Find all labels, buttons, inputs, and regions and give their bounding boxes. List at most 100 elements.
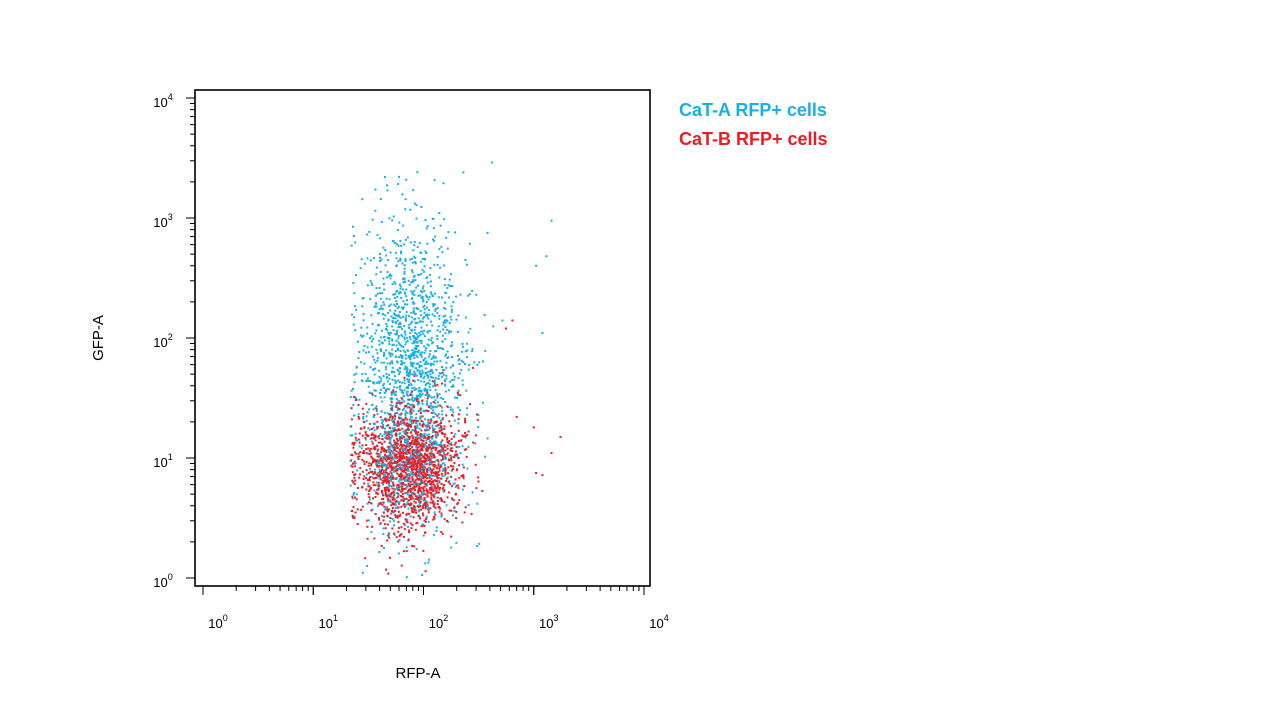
cat-a-point — [384, 314, 387, 317]
cat-a-point — [439, 443, 442, 446]
cat-b-point — [435, 475, 438, 478]
cat-a-point — [415, 204, 418, 207]
cat-a-point — [401, 193, 404, 196]
cat-a-point — [372, 426, 375, 429]
cat-a-point — [442, 321, 445, 324]
y-tick-label: 104 — [153, 92, 172, 110]
cat-b-point — [422, 507, 425, 509]
cat-a-point — [352, 282, 355, 284]
cat-a-point — [428, 394, 430, 396]
cat-a-point — [411, 261, 414, 264]
cat-b-point — [355, 452, 358, 455]
cat-a-point — [365, 473, 368, 476]
cat-a-point — [444, 390, 447, 393]
cat-b-point — [442, 449, 445, 452]
cat-a-point — [403, 267, 406, 270]
cat-b-point — [381, 472, 384, 475]
cat-a-point — [354, 329, 357, 332]
cat-b-point — [362, 420, 365, 423]
cat-a-point — [389, 438, 392, 441]
cat-b-point — [415, 470, 418, 473]
cat-b-point — [427, 406, 430, 409]
cat-a-point — [379, 260, 381, 262]
cat-a-point — [417, 510, 420, 513]
cat-b-point — [388, 437, 391, 440]
cat-a-point — [402, 349, 405, 352]
cat-a-point — [432, 376, 435, 379]
cat-b-point — [438, 469, 441, 472]
cat-a-point — [438, 416, 441, 419]
cat-b-point — [444, 471, 447, 474]
cat-a-point — [405, 366, 408, 369]
cat-a-point — [442, 373, 445, 376]
cat-a-point — [425, 301, 428, 303]
cat-a-point — [414, 449, 417, 452]
cat-b-point — [432, 490, 435, 493]
cat-a-point — [403, 362, 406, 365]
cat-b-point — [457, 457, 460, 460]
cat-b-point — [416, 446, 419, 449]
cat-b-point — [423, 496, 426, 499]
cat-a-point — [366, 284, 369, 287]
cat-a-point — [436, 443, 439, 446]
cat-a-point — [391, 219, 394, 222]
cat-b-point — [375, 452, 378, 455]
cat-b-point — [388, 441, 391, 444]
cat-b-point — [443, 435, 446, 438]
cat-b-point — [441, 532, 444, 535]
cat-a-point — [395, 331, 398, 334]
cat-b-point — [408, 438, 411, 441]
cat-b-point — [397, 460, 399, 462]
cat-b-point — [386, 486, 389, 489]
cat-b-point — [414, 494, 417, 497]
cat-b-point — [392, 389, 395, 392]
cat-a-point — [426, 501, 429, 504]
cat-a-point — [405, 429, 408, 432]
cat-b-point — [351, 479, 354, 482]
cat-b-point — [358, 417, 361, 420]
cat-b-point — [405, 497, 408, 500]
cat-a-point — [467, 445, 470, 448]
cat-b-point — [374, 434, 377, 437]
cat-a-point — [403, 382, 406, 385]
cat-b-point — [380, 446, 383, 449]
cat-b-point — [414, 436, 417, 439]
cat-a-point — [419, 415, 422, 418]
cat-a-point — [420, 435, 423, 438]
cat-b-point — [438, 449, 441, 452]
cat-b-point — [398, 455, 401, 458]
cat-b-point — [402, 504, 405, 507]
cat-a-point — [426, 426, 429, 429]
cat-b-point — [374, 477, 377, 480]
cat-b-point — [389, 499, 392, 502]
cat-a-point — [422, 464, 425, 467]
cat-a-point — [374, 422, 377, 425]
cat-a-point — [445, 377, 448, 380]
cat-b-point — [416, 521, 419, 524]
cat-a-point — [415, 446, 418, 448]
cat-a-point — [417, 294, 420, 297]
cat-a-point — [501, 319, 504, 322]
cat-a-point — [465, 389, 468, 392]
cat-b-point — [449, 425, 452, 428]
cat-b-point — [456, 502, 459, 504]
cat-a-point — [390, 445, 393, 448]
cat-a-point — [417, 307, 420, 310]
cat-b-point — [419, 495, 422, 498]
cat-b-point — [412, 437, 414, 440]
cat-a-point — [453, 378, 456, 381]
cat-b-point — [409, 522, 412, 525]
cat-a-point — [468, 242, 471, 245]
cat-a-point — [404, 238, 407, 241]
cat-a-point — [422, 332, 425, 335]
cat-b-point — [406, 422, 409, 425]
y-axis-title: GFP-A — [90, 315, 107, 361]
cat-b-point — [422, 474, 425, 477]
cat-a-point — [383, 475, 385, 477]
cat-a-point — [408, 283, 411, 286]
cat-b-point — [454, 450, 457, 453]
cat-b-point — [366, 434, 369, 437]
cat-a-point — [415, 286, 418, 289]
cat-a-point — [383, 396, 386, 399]
